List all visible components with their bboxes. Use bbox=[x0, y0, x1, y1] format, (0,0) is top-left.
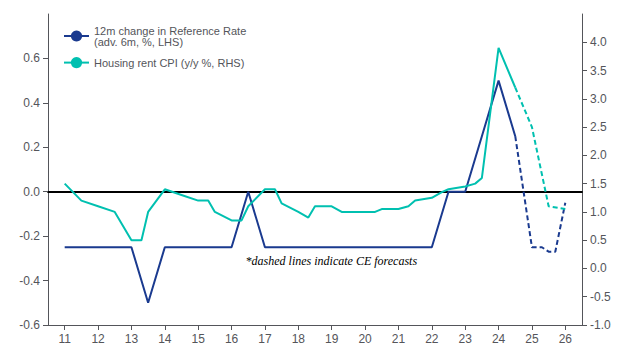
svg-text:14: 14 bbox=[158, 332, 172, 346]
svg-text:11: 11 bbox=[58, 332, 71, 346]
svg-text:2.5: 2.5 bbox=[590, 120, 607, 134]
svg-text:13: 13 bbox=[125, 332, 139, 346]
svg-text:26: 26 bbox=[559, 332, 573, 346]
svg-text:0.4: 0.4 bbox=[23, 96, 40, 110]
svg-text:20: 20 bbox=[358, 332, 372, 346]
svg-text:17: 17 bbox=[258, 332, 272, 346]
svg-text:1.5: 1.5 bbox=[590, 177, 607, 191]
svg-text:-0.2: -0.2 bbox=[19, 229, 40, 243]
svg-text:-0.5: -0.5 bbox=[590, 290, 611, 304]
svg-text:2.0: 2.0 bbox=[590, 148, 607, 162]
svg-text:19: 19 bbox=[325, 332, 339, 346]
svg-text:0.6: 0.6 bbox=[23, 51, 40, 65]
svg-text:23: 23 bbox=[459, 332, 473, 346]
svg-text:12: 12 bbox=[91, 332, 105, 346]
svg-text:18: 18 bbox=[292, 332, 306, 346]
svg-text:22: 22 bbox=[425, 332, 439, 346]
svg-text:21: 21 bbox=[392, 332, 406, 346]
svg-text:12m change in Reference Rate: 12m change in Reference Rate bbox=[94, 24, 247, 37]
svg-text:0.2: 0.2 bbox=[23, 140, 40, 154]
svg-text:0.0: 0.0 bbox=[590, 261, 607, 275]
svg-text:24: 24 bbox=[492, 332, 506, 346]
svg-text:*dashed lines indicate CE fore: *dashed lines indicate CE forecasts bbox=[246, 254, 418, 268]
svg-text:3.5: 3.5 bbox=[590, 64, 607, 78]
svg-text:3.0: 3.0 bbox=[590, 92, 607, 106]
svg-text:-0.4: -0.4 bbox=[19, 274, 40, 288]
svg-text:25: 25 bbox=[525, 332, 539, 346]
svg-text:(adv. 6m, %, LHS): (adv. 6m, %, LHS) bbox=[94, 36, 183, 48]
svg-text:4.0: 4.0 bbox=[590, 35, 607, 49]
svg-text:0.5: 0.5 bbox=[590, 233, 607, 247]
svg-text:1.0: 1.0 bbox=[590, 205, 607, 219]
svg-text:-1.0: -1.0 bbox=[590, 318, 611, 332]
svg-text:Housing rent CPI (y/y %, RHS): Housing rent CPI (y/y %, RHS) bbox=[94, 57, 244, 69]
svg-text:0.0: 0.0 bbox=[23, 185, 40, 199]
svg-text:15: 15 bbox=[192, 332, 206, 346]
svg-text:-0.6: -0.6 bbox=[19, 318, 40, 332]
svg-text:16: 16 bbox=[225, 332, 239, 346]
